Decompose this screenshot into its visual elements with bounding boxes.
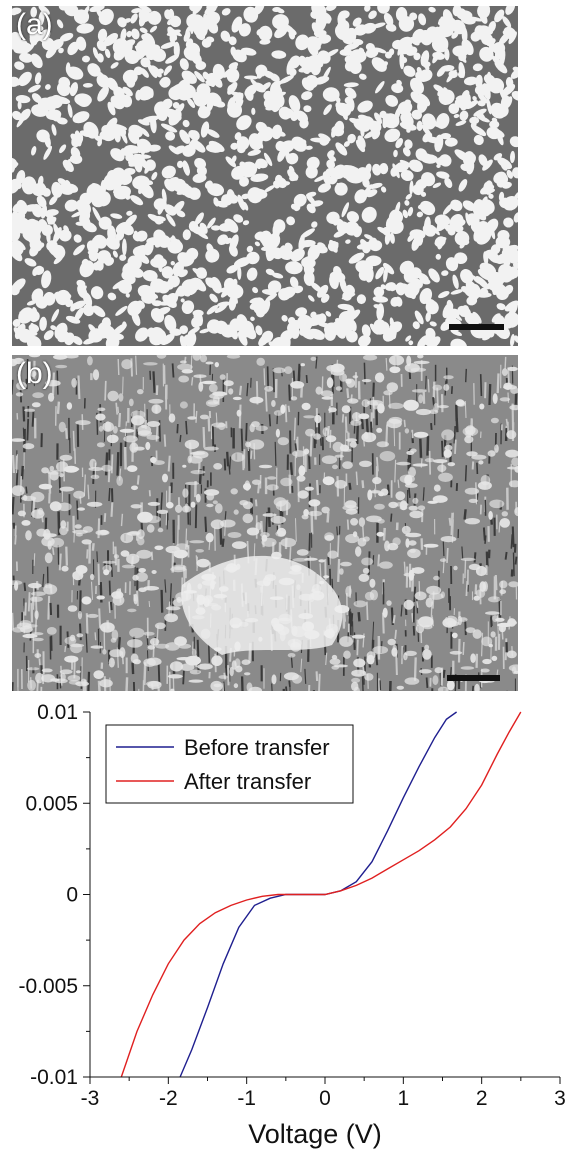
y-tick-label: 0 bbox=[66, 884, 78, 907]
x-tick-label: 0 bbox=[319, 1087, 331, 1110]
legend-label-2: After transfer bbox=[184, 769, 311, 794]
y-tick-label: 0.01 bbox=[37, 701, 78, 724]
sem-image-panel-b: (b) bbox=[12, 355, 518, 691]
iv-curve-chart: -3 -2 -1 0 1 2 3 -0.01 -0.005 0 0.005 0.01 Voltage (… bbox=[18, 701, 565, 1149]
x-axis-title: Voltage (V) bbox=[248, 1119, 382, 1149]
panel-label-a: (a) bbox=[16, 8, 53, 41]
x-tick-label: 2 bbox=[476, 1087, 488, 1110]
y-tick-label: -0.005 bbox=[18, 975, 78, 998]
series-line-2 bbox=[120, 711, 522, 1078]
panel-label-b: (b) bbox=[16, 357, 53, 390]
sem-top-view-image bbox=[12, 6, 518, 346]
legend-label-1: Before transfer bbox=[184, 735, 330, 760]
bright-flake bbox=[181, 555, 343, 655]
x-tick-label: -3 bbox=[81, 1087, 100, 1110]
x-tick-label: 1 bbox=[397, 1087, 409, 1110]
legend-box bbox=[105, 724, 354, 804]
sem-tilted-view-image bbox=[12, 355, 518, 691]
y-tick-label: -0.01 bbox=[30, 1066, 78, 1089]
scale-bar bbox=[449, 324, 504, 330]
y-tick-label: 0.005 bbox=[25, 792, 78, 815]
x-tick-label: -2 bbox=[159, 1087, 178, 1110]
scale-bar bbox=[447, 675, 500, 681]
x-tick-label: 3 bbox=[554, 1087, 565, 1110]
x-tick-label: -1 bbox=[237, 1087, 256, 1110]
sem-image-panel-a: (a) bbox=[12, 6, 518, 346]
pore-network-texture bbox=[12, 6, 518, 346]
